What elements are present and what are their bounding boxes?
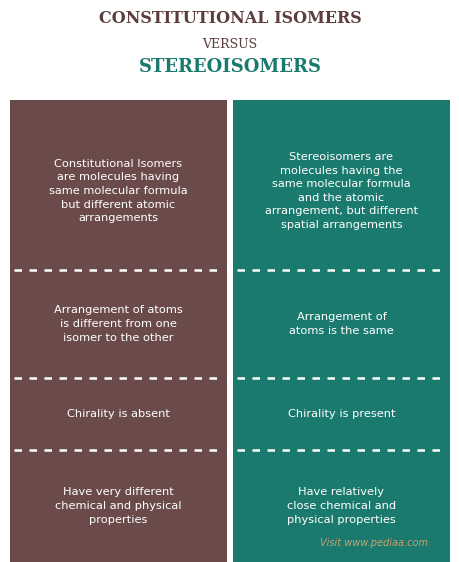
Text: Arrangement of
atoms is the same: Arrangement of atoms is the same xyxy=(289,312,393,336)
Bar xyxy=(233,112,449,270)
Bar xyxy=(10,378,226,450)
Bar xyxy=(10,100,226,112)
Text: VERSUS: VERSUS xyxy=(202,38,257,51)
Text: CONSTITUTIONAL ISOMERS: CONSTITUTIONAL ISOMERS xyxy=(98,10,361,27)
Text: Have very different
chemical and physical
properties: Have very different chemical and physica… xyxy=(55,487,181,524)
Text: Chirality is present: Chirality is present xyxy=(287,409,394,419)
Text: Constitutional Isomers
are molecules having
same molecular formula
but different: Constitutional Isomers are molecules hav… xyxy=(49,159,187,223)
Text: Stereoisomers are
molecules having the
same molecular formula
and the atomic
arr: Stereoisomers are molecules having the s… xyxy=(264,152,417,230)
Bar xyxy=(233,270,449,378)
Text: Have relatively
close chemical and
physical properties: Have relatively close chemical and physi… xyxy=(286,487,395,524)
Bar xyxy=(233,100,449,112)
Bar xyxy=(10,450,226,562)
Bar xyxy=(233,450,449,562)
Text: Visit www.pediaa.com: Visit www.pediaa.com xyxy=(319,538,427,548)
Text: STEREOISOMERS: STEREOISOMERS xyxy=(138,58,321,76)
Bar xyxy=(233,378,449,450)
Text: Arrangement of atoms
is different from one
isomer to the other: Arrangement of atoms is different from o… xyxy=(54,305,183,343)
Text: Chirality is absent: Chirality is absent xyxy=(67,409,169,419)
Bar xyxy=(10,270,226,378)
Bar xyxy=(10,112,226,270)
